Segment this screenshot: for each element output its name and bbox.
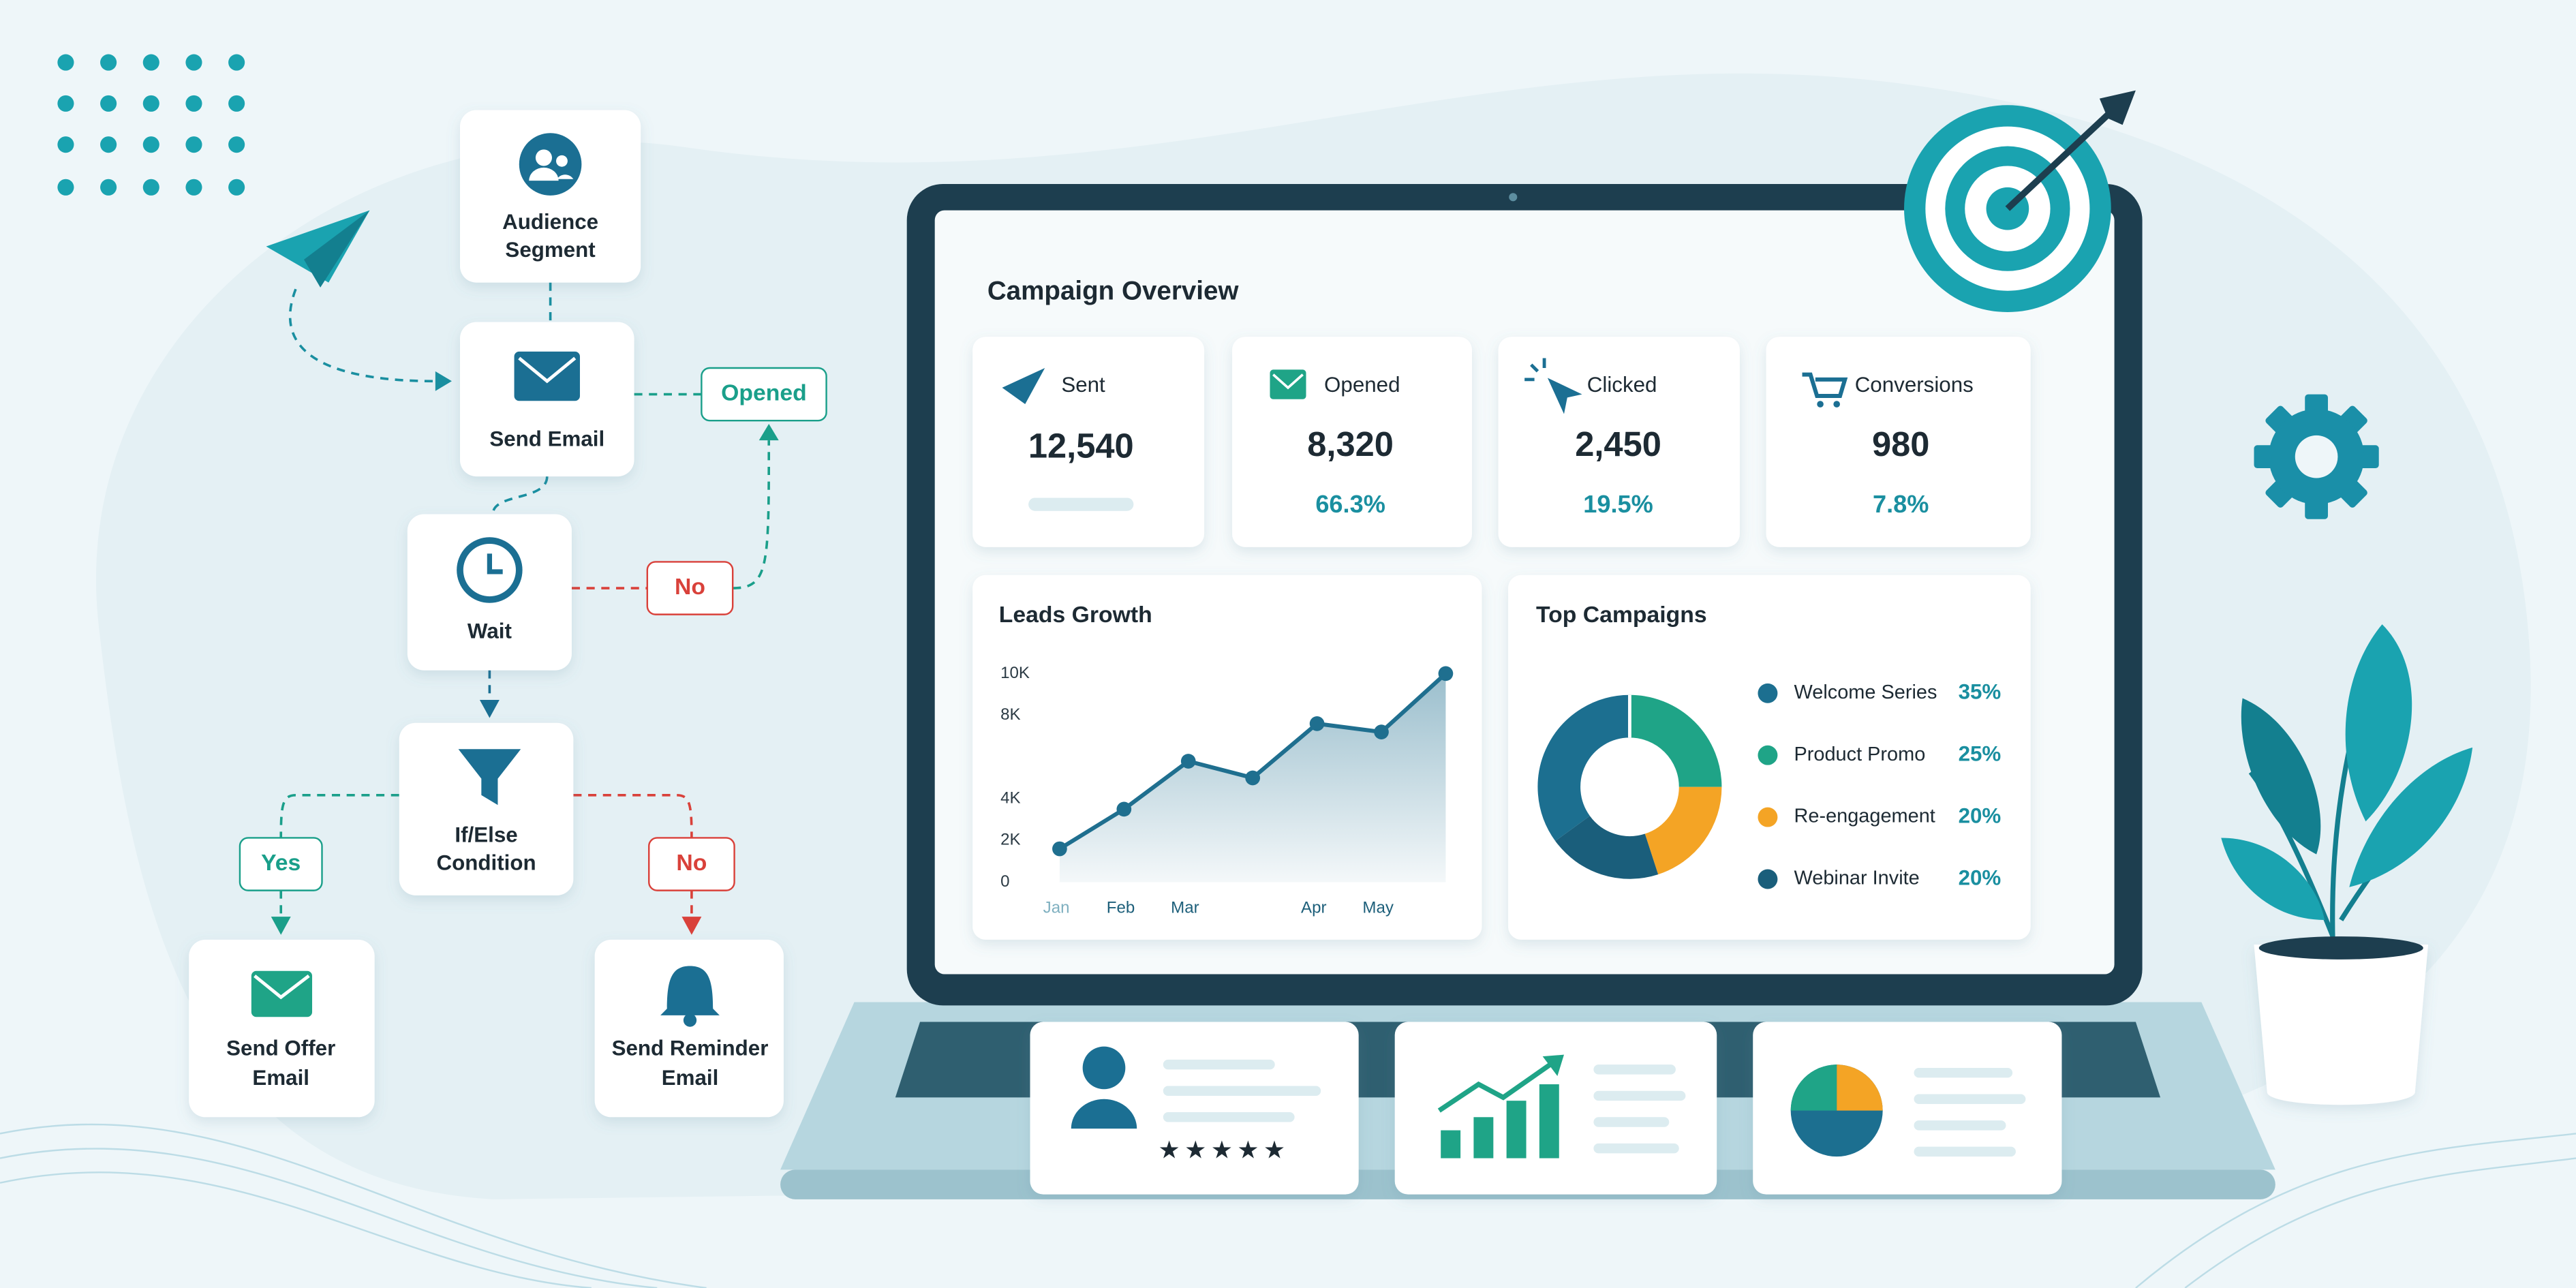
waves xyxy=(0,1123,2576,1288)
stat-cards: Sent 12,540 Opened 8,320 66.3% Clicked 2… xyxy=(972,337,2031,547)
point xyxy=(1245,770,1261,786)
node-label: Segment xyxy=(505,238,596,262)
point xyxy=(1180,754,1196,769)
svg-text:★: ★ xyxy=(1184,1135,1206,1163)
flow-node: Wait xyxy=(407,514,572,671)
legend-label: Webinar Invite xyxy=(1794,868,1920,889)
target xyxy=(1904,90,2136,313)
plant xyxy=(2221,624,2473,1105)
y-tick-label: 0 xyxy=(1000,872,1009,891)
stat-value: 2,450 xyxy=(1575,425,1661,463)
value-label: 35% xyxy=(1959,680,2002,704)
value-label: 20% xyxy=(1959,865,2002,889)
stat-rate: 7.8% xyxy=(1873,490,1929,518)
edge-label: Opened xyxy=(701,367,827,422)
flow-connectors xyxy=(271,282,779,935)
x-tick-label: Mar xyxy=(1171,898,1199,917)
legend-label: Welcome Series xyxy=(1794,681,1937,703)
legend-label: Product Promo xyxy=(1794,743,1926,765)
node-label: Send Offer xyxy=(226,1037,335,1060)
node-label: Wait xyxy=(467,619,512,643)
y-tick-label: 8K xyxy=(1000,705,1020,724)
node-label: Condition xyxy=(436,850,536,874)
bottom-card xyxy=(1394,1022,1717,1195)
y-tick-label: 4K xyxy=(1000,788,1020,807)
legend-swatch xyxy=(1758,869,1778,889)
donut-segment xyxy=(1644,786,1722,875)
flow-node: Send Offer Email xyxy=(189,939,375,1118)
value-label: 20% xyxy=(1959,803,2002,827)
svg-text:★: ★ xyxy=(1211,1135,1233,1163)
dot-grid xyxy=(57,54,245,196)
gear xyxy=(2254,394,2379,519)
node-label: Email xyxy=(252,1066,309,1090)
flow-node: If/Else Condition xyxy=(399,722,574,895)
y-tick-label: 2K xyxy=(1000,831,1020,849)
edge-label-text: No xyxy=(676,850,707,876)
stat-label: Clicked xyxy=(1587,373,1657,397)
svg-text:★: ★ xyxy=(1159,1135,1180,1163)
node-label: Send Email xyxy=(489,427,604,450)
stat-value: 8,320 xyxy=(1307,425,1394,463)
flow-node: Audience Segment xyxy=(460,110,641,283)
edge-label-text: Opened xyxy=(721,380,807,405)
node-label: Send Reminder xyxy=(612,1037,769,1060)
bottom-card: ★ ★ ★ ★ ★ xyxy=(1030,1022,1359,1195)
node-label: If/Else xyxy=(455,823,517,846)
edge-label: Yes xyxy=(239,837,323,891)
bottom-card xyxy=(1753,1022,2062,1195)
edge-label: No xyxy=(648,837,735,891)
edge-label-text: No xyxy=(675,574,705,600)
donut-segment xyxy=(1537,694,1631,842)
legend-swatch xyxy=(1758,683,1778,703)
edge-label-text: Yes xyxy=(261,850,301,876)
legend-label: Re-engagement xyxy=(1794,806,1935,827)
x-tick-label: Apr xyxy=(1301,898,1327,917)
stat-rate: 19.5% xyxy=(1583,490,1653,518)
point xyxy=(1052,841,1067,857)
stat-label: Conversions xyxy=(1855,373,1974,397)
paper-plane xyxy=(266,210,452,391)
stat-value: 12,540 xyxy=(1028,426,1134,465)
flow-node: Send Email xyxy=(460,322,634,477)
chart-title: Top Campaigns xyxy=(1536,602,1707,628)
svg-text:★: ★ xyxy=(1237,1135,1259,1163)
point xyxy=(1374,724,1389,739)
node-label: Audience xyxy=(502,210,598,234)
stat-rate: 66.3% xyxy=(1315,490,1385,518)
x-tick-label: Feb xyxy=(1107,898,1135,917)
chart-title: Leads Growth xyxy=(999,602,1152,628)
donut-segment xyxy=(1555,815,1659,879)
point xyxy=(1309,716,1325,731)
legend-swatch xyxy=(1758,745,1778,765)
svg-text:★: ★ xyxy=(1263,1135,1285,1163)
legend-swatch xyxy=(1758,807,1778,827)
node-label: Email xyxy=(662,1066,719,1090)
dashboard-title: Campaign Overview xyxy=(987,276,1240,305)
flow-node: Send Reminder Email xyxy=(594,939,784,1118)
edge-label: No xyxy=(646,561,734,615)
point xyxy=(1116,801,1132,817)
x-tick-label: Jan xyxy=(1043,898,1070,917)
stat-label: Sent xyxy=(1061,373,1105,397)
x-tick-label: May xyxy=(1362,898,1394,917)
stat-label: Opened xyxy=(1324,373,1400,397)
point xyxy=(1438,666,1454,681)
stat-value: 980 xyxy=(1872,425,1929,463)
value-label: 25% xyxy=(1959,741,2002,765)
charts: Leads Growth 0 2K 4K 8K 10K Jan Feb Mar Apr May Top… xyxy=(999,602,2002,917)
y-tick-label: 10K xyxy=(1000,664,1030,682)
donut-segment xyxy=(1629,694,1722,788)
